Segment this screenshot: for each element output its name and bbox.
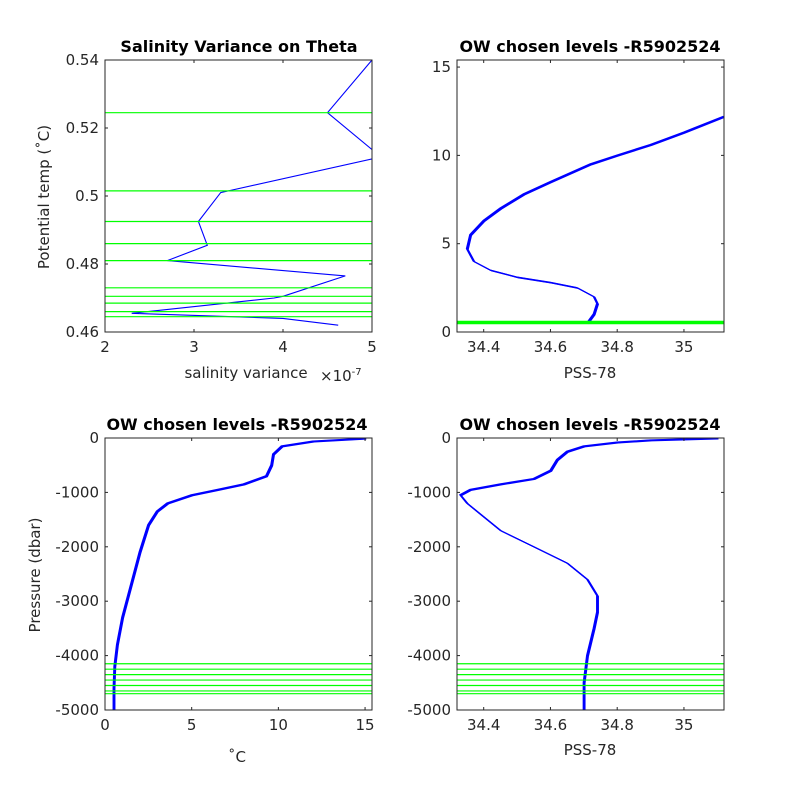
y-tick-label: 0.52 (66, 119, 99, 137)
x-axis-label: salinity variance (184, 364, 307, 382)
x-tick-label: 5 (187, 716, 197, 734)
panel-salinity-pressure: OW chosen levels -R5902524 PSS-78 34.4 34… (407, 415, 725, 759)
panel-salinity-variance: Salinity Variance on Theta salinity vari… (35, 37, 377, 385)
plot-content (457, 438, 724, 710)
panel-title: OW chosen levels -R5902524 (459, 37, 720, 56)
y-tick-label: -1000 (55, 483, 99, 501)
plot-content (105, 438, 372, 710)
x-tick-label: 34.4 (467, 716, 500, 734)
profile-line (114, 438, 367, 710)
x-tick-label: 35 (674, 338, 693, 356)
plot-content (105, 60, 372, 326)
axes-frame (456, 59, 725, 333)
panel-title: OW chosen levels -R5902524 (459, 415, 720, 434)
x-tick-label: 5 (367, 338, 377, 356)
y-axis-label: Pressure (dbar) (26, 518, 44, 633)
axes-frame (104, 437, 373, 711)
x-axis-label: PSS-78 (564, 364, 617, 382)
y-tick-label: 0 (441, 429, 451, 447)
x-axis-label: ˚C (228, 748, 246, 766)
x-tick-label: 34.6 (534, 716, 567, 734)
panel-title: OW chosen levels -R5902524 (106, 415, 367, 434)
plot-area: 0 5 10 15 -5000 -4000 -3000 -2000 -1000 0 (55, 429, 374, 734)
plot-area: 34.4 34.6 34.8 35 0 5 10 15 (432, 58, 725, 356)
y-tick-label: -3000 (55, 592, 99, 610)
y-tick-label: -2000 (55, 538, 99, 556)
y-tick-label: 10 (432, 146, 451, 164)
x-tick-label: 35 (674, 716, 693, 734)
plot-area: 2 3 4 5 0.46 0.48 0.5 0.52 0.54 (66, 51, 377, 356)
panel-title: Salinity Variance on Theta (120, 37, 357, 56)
axes-frame (456, 437, 725, 711)
plot-area: 34.4 34.6 34.8 35 -5000 -4000 -3000 -2000 -1000 0 (407, 429, 725, 734)
y-tick-label: 0.48 (66, 255, 99, 273)
plot-content (457, 115, 724, 325)
profile-line (460, 438, 719, 710)
y-axis-label: Potential temp (˚C) (35, 125, 53, 269)
y-tick-label: -5000 (407, 701, 451, 719)
x-axis-exponent: ×10-7 (320, 367, 362, 385)
x-axis-label: PSS-78 (564, 741, 617, 759)
x-tick-label: 15 (356, 716, 375, 734)
y-tick-label: 15 (432, 58, 451, 76)
y-tick-label: 0 (89, 429, 99, 447)
y-tick-label: 0.46 (66, 323, 99, 341)
x-tick-label: 3 (189, 338, 199, 356)
profile-line (467, 116, 724, 325)
x-tick-label: 34.4 (467, 338, 500, 356)
y-tick-label: -4000 (407, 647, 451, 665)
y-tick-label: -2000 (407, 538, 451, 556)
x-tick-label: 4 (278, 338, 288, 356)
y-tick-label: 0.54 (66, 51, 99, 69)
profile-line (112, 438, 365, 710)
y-tick-label: -4000 (55, 647, 99, 665)
panel-theta-salinity: OW chosen levels -R5902524 PSS-78 34.4 34… (432, 37, 725, 382)
profile-line (113, 438, 366, 710)
y-tick-label: -1000 (407, 483, 451, 501)
x-tick-label: 34.8 (600, 716, 633, 734)
profile-line (458, 438, 717, 710)
y-tick-label: 5 (441, 235, 451, 253)
x-tick-label: 0 (100, 716, 110, 734)
x-tick-label: 34.6 (534, 338, 567, 356)
y-tick-label: -5000 (55, 701, 99, 719)
x-tick-label: 34.8 (600, 338, 633, 356)
y-tick-label: 0 (441, 323, 451, 341)
x-tick-label: 2 (100, 338, 110, 356)
y-tick-label: -3000 (407, 592, 451, 610)
x-tick-label: 10 (269, 716, 288, 734)
y-tick-label: 0.5 (75, 187, 99, 205)
panel-temperature-pressure: OW chosen levels -R5902524 ˚C Pressure (… (26, 415, 375, 766)
